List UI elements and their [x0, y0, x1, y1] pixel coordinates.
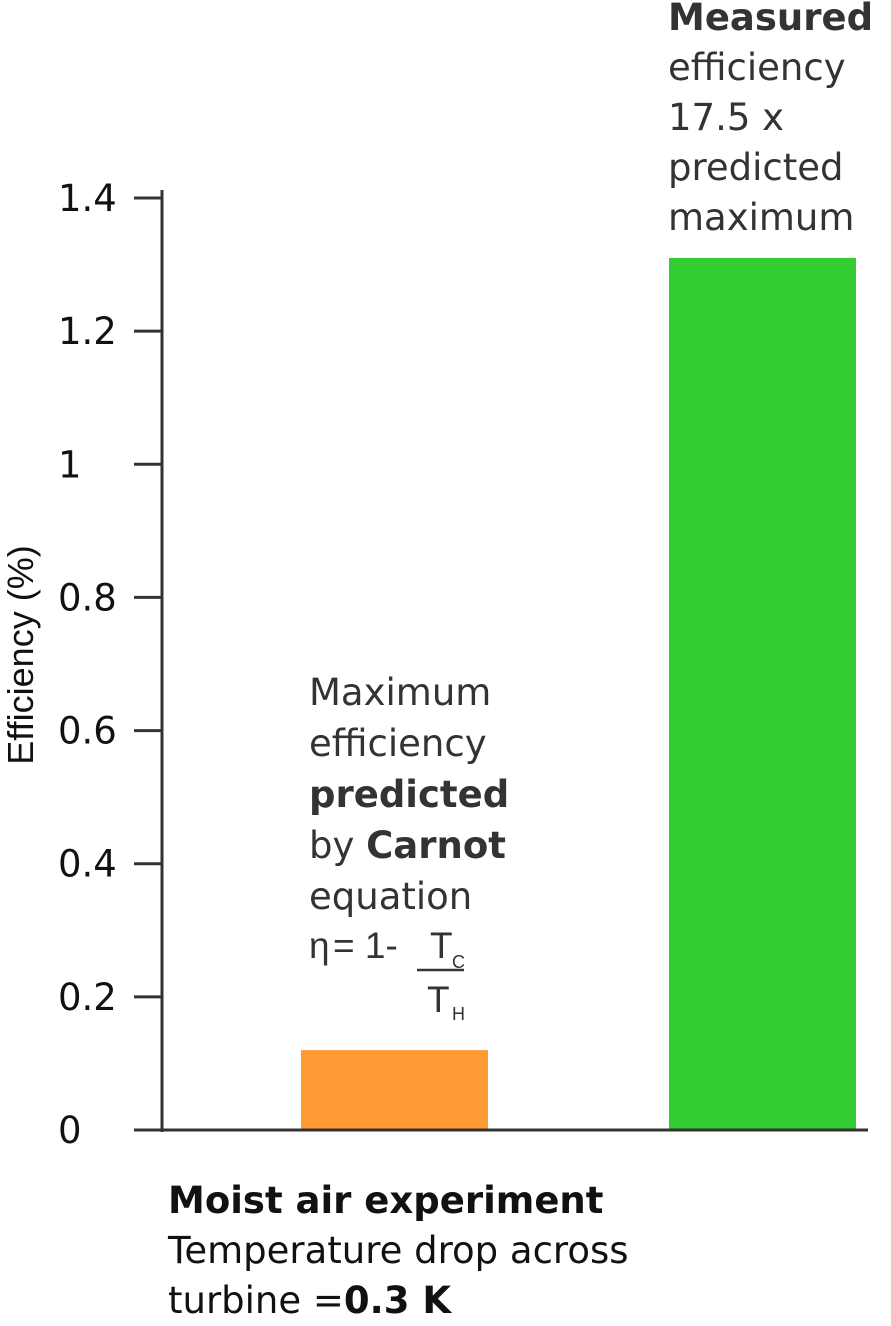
- annotation-text: maximum: [668, 196, 854, 239]
- experiment-caption: Moist air experiment Temperature drop ac…: [168, 1176, 868, 1326]
- carnot-annotation-line: efficiency: [309, 722, 487, 765]
- formula-numerator: T: [430, 925, 453, 966]
- carnot-annotation-line: Maximum: [309, 671, 491, 714]
- y-tick-label: 0: [58, 1109, 82, 1152]
- bar-carnot-predicted: [301, 1050, 488, 1129]
- measured-annotation-line: Measured: [668, 0, 873, 39]
- carnot-annotation-line: predicted: [309, 773, 509, 816]
- y-tick-label: 1: [58, 443, 82, 486]
- annotation-text: predicted: [668, 146, 844, 189]
- caption-line-3-prefix: turbine =: [168, 1279, 344, 1322]
- formula-denominator-subscript: H: [452, 1004, 465, 1024]
- annotation-text: efficiency: [668, 46, 846, 89]
- y-axis-title: Efficiency (%): [0, 545, 41, 764]
- annotation-text: Maximum: [309, 671, 491, 714]
- carnot-annotation: Maximum efficiency predicted by Carnot equat…: [309, 671, 509, 918]
- bar-measured: [669, 257, 856, 1129]
- y-tick-label: 0.4: [58, 843, 117, 886]
- formula-numerator-subscript: C: [452, 952, 465, 972]
- caption-temperature-drop-value: 0.3 K: [343, 1279, 452, 1322]
- carnot-formula: η = 1- T CT H: [309, 925, 465, 1024]
- annotation-text: efficiency: [309, 722, 487, 765]
- annotation-bold-text: Measured: [668, 0, 873, 39]
- y-tick-label: 1.4: [58, 177, 117, 220]
- axes: [134, 190, 868, 1132]
- carnot-annotation-line: equation: [309, 875, 472, 918]
- caption-line-2: Temperature drop across: [168, 1229, 629, 1272]
- bars: [301, 257, 856, 1129]
- y-tick-label: 0.8: [58, 576, 117, 619]
- measured-annotation-line: efficiency: [668, 46, 846, 89]
- annotation-text: by: [309, 824, 366, 867]
- annotation-text: 17.5 x: [668, 96, 784, 139]
- measured-annotation: Measured efficiency 17.5 x predicted maximum: [668, 0, 873, 239]
- formula-equals: = 1-: [333, 925, 398, 966]
- annotation-bold-text: predicted: [309, 773, 509, 816]
- measured-annotation-line: 17.5 x: [668, 96, 784, 139]
- measured-annotation-line: predicted: [668, 146, 844, 189]
- caption-title: Moist air experiment: [168, 1179, 604, 1222]
- carnot-annotation-line: by Carnot: [309, 824, 506, 867]
- measured-annotation-line: maximum: [668, 196, 854, 239]
- annotation-text: equation: [309, 875, 472, 918]
- labels: 0 0.2 0.4 0.6 0.8 1 1.2 1.4 Efficiency (%) Maximu…: [0, 0, 873, 1152]
- caption-line-3: turbine =0.3 K: [168, 1276, 868, 1326]
- y-tick-label: 1.2: [58, 310, 117, 353]
- annotation-bold-text: Carnot: [366, 824, 506, 867]
- formula-eta: η: [309, 925, 330, 966]
- y-tick-label: 0.2: [58, 976, 117, 1019]
- y-tick-label: 0.6: [58, 710, 117, 753]
- formula-denominator: T: [427, 979, 450, 1020]
